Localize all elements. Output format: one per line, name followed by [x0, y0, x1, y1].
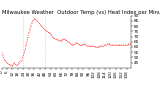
Text: Milwaukee Weather  Outdoor Temp (vs) Heat Index per Minute (Last 24 Hours): Milwaukee Weather Outdoor Temp (vs) Heat…: [2, 10, 160, 15]
